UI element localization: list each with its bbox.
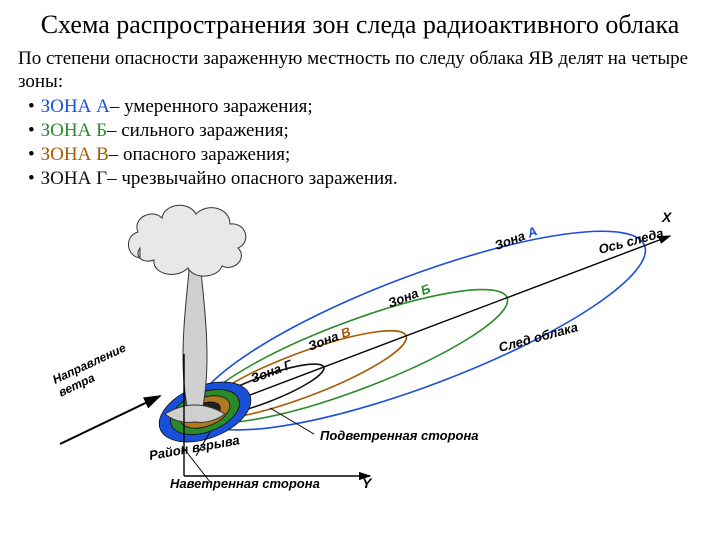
zone-name: ЗОНА В (41, 143, 109, 167)
zone-name: ЗОНА А (41, 95, 110, 119)
zone-list: • ЗОНА А – умеренного заражения; • ЗОНА … (18, 95, 702, 190)
zone-item-b: • ЗОНА Б – сильного заражения; (18, 119, 702, 143)
svg-text:Y: Y (362, 475, 373, 491)
svg-text:Зона Б: Зона Б (386, 281, 433, 311)
svg-text:Подветренная сторона: Подветренная сторона (320, 428, 479, 443)
fallout-diagram: Зона АЗона БЗона ВЗона ГНаправлениеветра… (0, 194, 720, 504)
svg-text:Зона А: Зона А (492, 224, 539, 254)
zone-desc: – умеренного заражения; (110, 95, 313, 119)
bullet-icon: • (28, 143, 35, 167)
svg-text:Ось следа: Ось следа (597, 226, 665, 258)
zone-name: ЗОНА Б (41, 119, 107, 143)
page-title: Схема распространения зон следа радиоакт… (40, 10, 680, 40)
diagram-svg: Зона АЗона БЗона ВЗона ГНаправлениеветра… (0, 194, 720, 504)
bullet-icon: • (28, 167, 35, 191)
zone-desc: – опасного заражения; (109, 143, 291, 167)
intro-text: По степени опасности зараженную местност… (18, 48, 702, 94)
zone-item-v: • ЗОНА В – опасного заражения; (18, 143, 702, 167)
svg-text:След облака: След облака (497, 320, 580, 356)
zone-name: ЗОНА Г (41, 167, 107, 191)
zone-item-a: • ЗОНА А – умеренного заражения; (18, 95, 702, 119)
zone-desc: – чрезвычайно опасного заражения. (107, 167, 398, 191)
zone-item-g: • ЗОНА Г – чрезвычайно опасного заражени… (18, 167, 702, 191)
bullet-icon: • (28, 95, 35, 119)
svg-text:Наветренная сторона: Наветренная сторона (170, 476, 320, 491)
svg-text:Направлениеветра: Направлениеветра (50, 341, 134, 400)
svg-text:Зона Г: Зона Г (249, 357, 295, 387)
svg-text:X: X (661, 209, 673, 225)
zone-desc: – сильного заражения; (107, 119, 289, 143)
bullet-icon: • (28, 119, 35, 143)
